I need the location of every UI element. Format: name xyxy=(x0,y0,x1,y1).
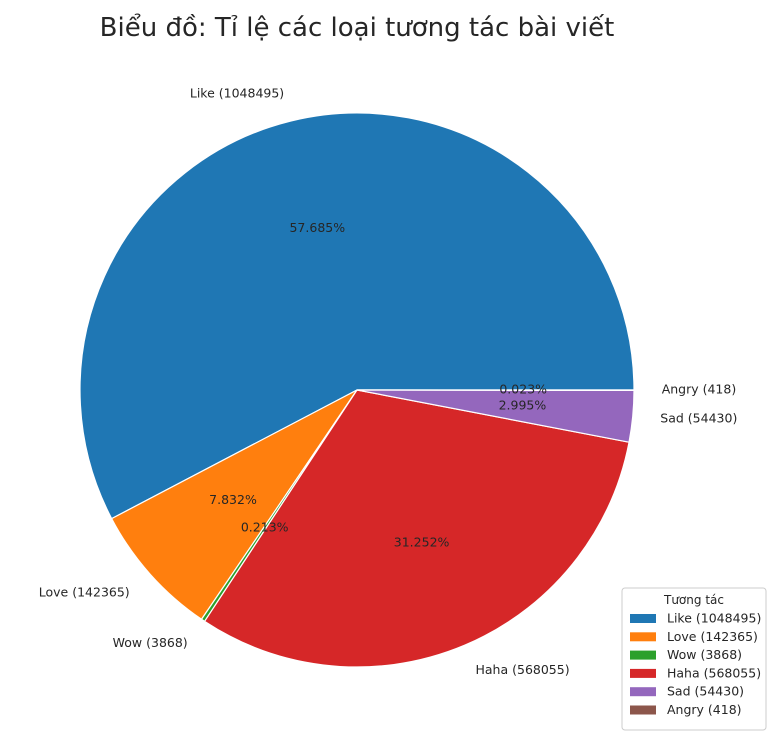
legend-entry-haha: Haha (568055) xyxy=(667,665,761,680)
legend-items: Like (1048495) Love (142365) Wow (3868) Hah… xyxy=(630,611,761,717)
legend-entry-angry: Angry (418) xyxy=(667,702,742,717)
pie-slice-like xyxy=(79,112,635,520)
legend-entry-love: Love (142365) xyxy=(667,629,758,644)
percent-label-like: 57.685% xyxy=(289,220,345,235)
slice-label-angry: Angry (418) xyxy=(662,382,737,397)
chart-title: Biểu đồ: Tỉ lệ các loại tương tác bài vi… xyxy=(100,12,615,43)
legend-entry-wow: Wow (3868) xyxy=(667,647,742,662)
pie-slice-haha xyxy=(203,389,630,668)
legend-entry-like: Like (1048495) xyxy=(667,611,761,626)
legend-swatch-wow xyxy=(630,650,656,660)
legend-swatch-haha xyxy=(630,668,656,678)
legend-swatch-sad xyxy=(630,687,656,697)
percent-label-sad: 2.995% xyxy=(499,397,547,412)
percent-label-angry: 0.023% xyxy=(499,382,547,397)
legend-title: Tương tác xyxy=(663,593,724,607)
slice-label-like: Like (1048495) xyxy=(190,86,284,101)
slice-label-haha: Haha (568055) xyxy=(476,662,570,677)
percent-label-haha: 31.252% xyxy=(394,535,450,550)
legend-swatch-like xyxy=(630,614,656,623)
pie-slice-love xyxy=(110,389,358,621)
percent-label-love: 7.832% xyxy=(209,492,257,507)
legend-frame xyxy=(621,587,767,731)
percent-label-wow: 0.213% xyxy=(241,520,289,535)
slice-label-sad: Sad (54430) xyxy=(660,411,737,426)
slice-label-love: Love (142365) xyxy=(39,584,130,599)
legend: Tương tác Like (1048495) Love (142365) Wow… xyxy=(621,587,767,731)
legend-swatch-angry xyxy=(630,705,656,715)
legend-entry-sad: Sad (54430) xyxy=(667,684,744,699)
pie-slices xyxy=(79,112,635,668)
slice-labels: Like (1048495) 57.685% Love (142365) 7.832%… xyxy=(39,86,738,678)
slice-label-wow: Wow (3868) xyxy=(113,635,188,650)
legend-swatch-love xyxy=(630,632,656,642)
